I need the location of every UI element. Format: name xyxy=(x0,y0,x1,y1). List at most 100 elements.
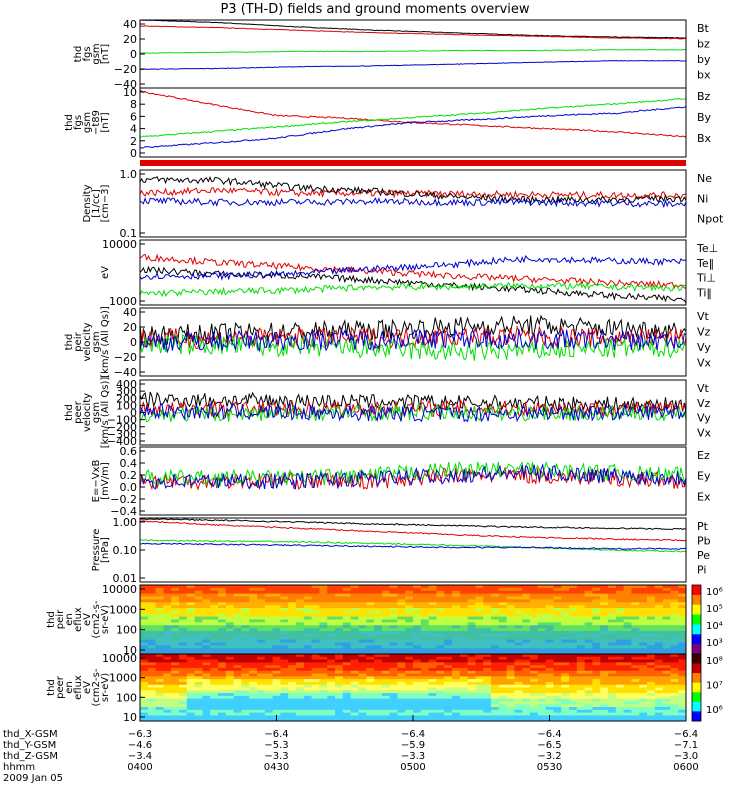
series-line-vx xyxy=(139,402,687,423)
spectrogram-cell xyxy=(639,645,648,649)
spectrogram-cell xyxy=(335,610,344,615)
spectrogram-cell xyxy=(202,633,211,638)
spectrogram-cell xyxy=(631,608,640,612)
spectrogram-cell xyxy=(405,648,414,652)
spectrogram-cell xyxy=(436,631,445,635)
spectrogram-cell xyxy=(506,593,515,597)
spectrogram-cell xyxy=(561,593,570,597)
spectrogram-cell xyxy=(483,695,492,700)
spectrogram-cell xyxy=(381,709,391,714)
spectrogram-cell xyxy=(147,679,157,683)
y-axis-label: (cm2-s- xyxy=(91,668,102,706)
spectrogram-cell xyxy=(381,628,391,632)
x-row-value: −6.4 xyxy=(537,729,561,740)
spectrogram-cell xyxy=(545,608,554,612)
colorbar-segment xyxy=(692,692,701,703)
spectrogram-cell xyxy=(233,599,242,603)
spectrogram-cell xyxy=(335,681,344,686)
spectrogram-cell xyxy=(202,613,211,618)
spectrogram-cell xyxy=(311,687,320,691)
spectrogram-cell xyxy=(615,695,625,700)
spectrogram-cell xyxy=(210,642,219,646)
spectrogram-cell xyxy=(498,599,508,603)
spectrogram-cell xyxy=(155,695,164,700)
spectrogram-cell xyxy=(553,659,562,663)
spectrogram-cell xyxy=(179,608,188,612)
spectrogram-cell xyxy=(303,616,313,620)
spectrogram-cell xyxy=(140,585,149,589)
spectrogram-cell xyxy=(319,687,328,691)
spectrogram-cell xyxy=(452,622,461,626)
spectrogram-cell xyxy=(459,715,469,719)
spectrogram-cell xyxy=(233,619,242,623)
spectrogram-cell xyxy=(420,704,430,708)
spectrogram-cell xyxy=(670,648,679,652)
spectrogram-cell xyxy=(623,679,632,683)
spectrogram-cell xyxy=(405,608,414,612)
spectrogram-cell xyxy=(374,667,383,672)
spectrogram-cell xyxy=(241,676,250,680)
spectrogram-cell xyxy=(662,690,671,694)
spectrogram-cell xyxy=(374,642,383,646)
spectrogram-cell xyxy=(280,628,289,632)
spectrogram-cell xyxy=(553,718,562,722)
spectrogram-cell xyxy=(179,701,188,705)
spectrogram-cell xyxy=(296,659,305,663)
spectrogram-cell xyxy=(444,616,453,620)
spectrogram-cell xyxy=(420,712,430,716)
spectrogram-cell xyxy=(639,659,648,663)
spectrogram-cell xyxy=(186,625,196,629)
spectrogram-cell xyxy=(319,656,328,661)
panel-frame xyxy=(139,87,687,158)
spectrogram-cell xyxy=(311,709,320,714)
spectrogram-cell xyxy=(374,587,383,592)
spectrogram-cell xyxy=(405,687,414,691)
spectrogram-cell xyxy=(428,636,437,641)
spectrogram-cell xyxy=(475,642,484,646)
spectrogram-cell xyxy=(491,704,500,708)
spectrogram-cell xyxy=(514,602,523,606)
spectrogram-cell xyxy=(202,698,211,702)
spectrogram-cell xyxy=(350,648,359,652)
spectrogram-cell xyxy=(405,599,414,603)
spectrogram-cell xyxy=(374,648,383,652)
spectrogram-cell xyxy=(327,673,336,677)
spectrogram-cell xyxy=(397,642,406,646)
spectrogram-cell xyxy=(249,645,258,649)
spectrogram-cell xyxy=(163,701,172,705)
spectrogram-cell xyxy=(218,622,227,626)
spectrogram-cell xyxy=(155,599,164,603)
spectrogram-cell xyxy=(467,628,476,632)
spectrogram-cell xyxy=(327,636,336,641)
spectrogram-cell xyxy=(498,608,508,612)
spectrogram-cell xyxy=(537,707,547,711)
spectrogram-cell xyxy=(358,662,367,666)
spectrogram-cell xyxy=(584,590,593,595)
spectrogram-cell xyxy=(186,651,196,655)
spectrogram-cell xyxy=(670,587,679,592)
series-line-ey xyxy=(139,460,687,487)
spectrogram-cell xyxy=(366,681,375,686)
spectrogram-cell xyxy=(186,602,196,606)
spectrogram-cell xyxy=(210,684,219,688)
spectrogram-cell xyxy=(397,681,406,686)
spectrogram-cell xyxy=(147,659,157,663)
spectrogram-cell xyxy=(233,654,242,658)
spectrogram-cell xyxy=(600,622,609,626)
spectrogram-cell xyxy=(327,670,336,675)
spectrogram-cell xyxy=(467,639,476,643)
spectrogram-cell xyxy=(381,593,391,597)
spectrogram-cell xyxy=(623,684,632,688)
spectrogram-cell xyxy=(389,690,398,694)
spectrogram-cell xyxy=(420,633,430,638)
spectrogram-cell xyxy=(623,639,632,643)
spectrogram-cell xyxy=(241,673,250,677)
spectrogram-cell xyxy=(233,633,242,638)
spectrogram-cell xyxy=(405,602,414,606)
spectrogram-cell xyxy=(374,707,383,711)
spectrogram-cell xyxy=(147,693,157,697)
spectrogram-cell xyxy=(163,707,172,711)
spectrogram-cell xyxy=(569,619,578,623)
spectrogram-cell xyxy=(420,690,430,694)
spectrogram-cell xyxy=(233,605,242,609)
